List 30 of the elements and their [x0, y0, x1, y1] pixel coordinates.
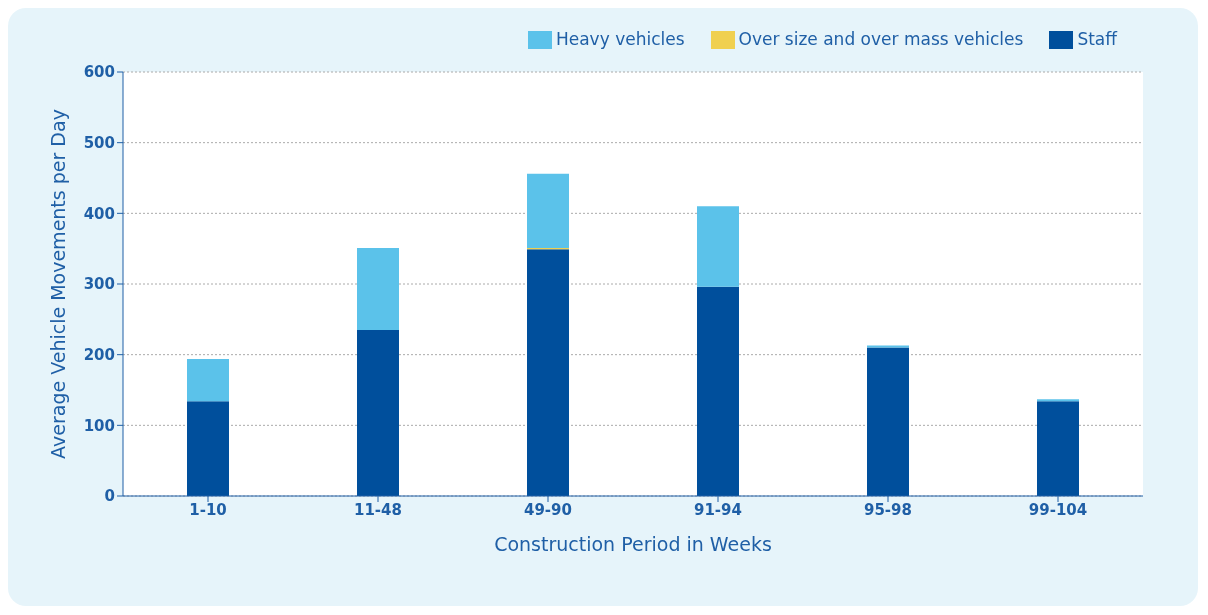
bar: [1037, 401, 1079, 496]
bar: [1037, 399, 1079, 402]
bar: [867, 347, 909, 496]
x-tick-label: 95-98: [864, 500, 912, 519]
bar: [527, 249, 569, 496]
bar: [697, 206, 739, 287]
y-tick-label: 300: [83, 275, 115, 294]
x-tick-label: 99-104: [1028, 500, 1088, 519]
x-tick-label: 1-10: [189, 500, 227, 519]
y-tick-label: 200: [83, 345, 115, 364]
y-axis-title: Average Vehicle Movements per Day: [46, 109, 69, 459]
bar: [697, 286, 739, 496]
bar: [357, 247, 399, 330]
bar: [357, 329, 399, 496]
legend-label: Staff: [1077, 28, 1117, 49]
x-axis-title: Construction Period in Weeks: [494, 533, 772, 555]
x-tick-label: 11-48: [354, 500, 402, 519]
bar: [187, 358, 229, 402]
bar: [527, 173, 569, 248]
bar: [187, 401, 229, 496]
bar: [867, 345, 909, 348]
legend-label: Heavy vehicles: [555, 28, 685, 49]
y-tick-label: 400: [83, 204, 115, 223]
y-tick-label: 500: [83, 133, 115, 152]
y-tick-label: 100: [83, 416, 115, 435]
y-tick-label: 0: [104, 487, 115, 506]
y-tick-label: 600: [83, 63, 115, 82]
x-tick-label: 91-94: [694, 500, 742, 519]
x-tick-label: 49-90: [524, 500, 572, 519]
legend-label: Over size and over mass vehicles: [738, 28, 1024, 49]
